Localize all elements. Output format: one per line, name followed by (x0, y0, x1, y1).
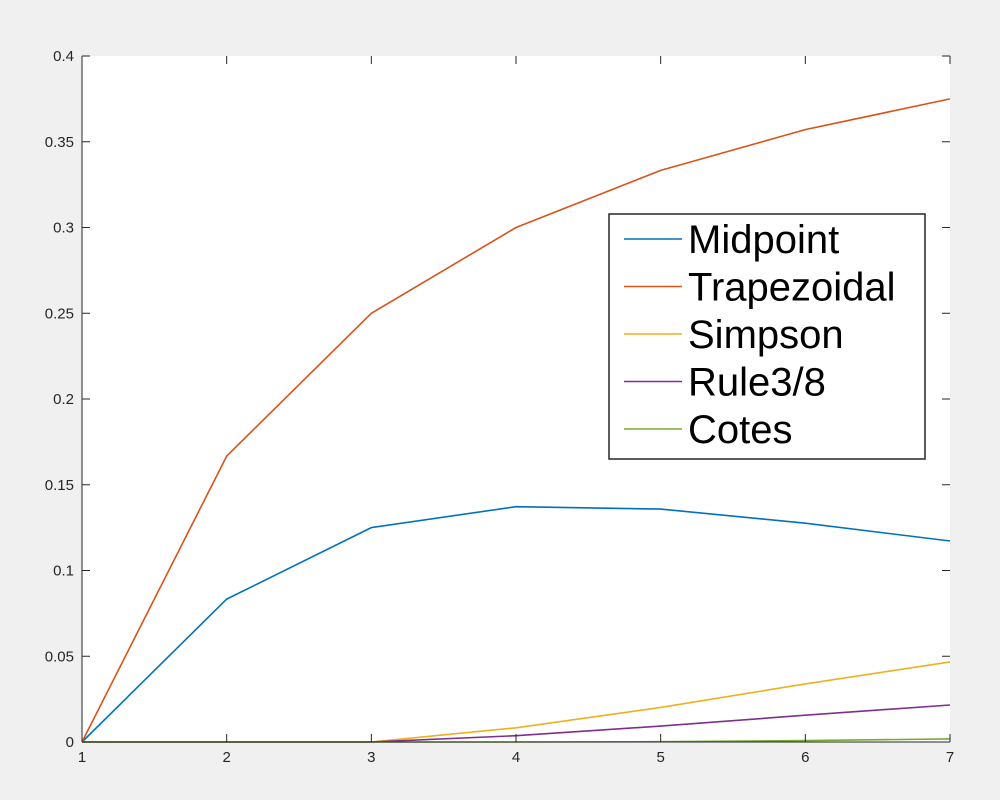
x-tick-label: 3 (367, 749, 375, 766)
x-tick-label: 1 (78, 749, 86, 766)
y-tick-label: 0.2 (53, 391, 74, 408)
y-tick-label: 0.05 (45, 648, 74, 665)
y-tick-label: 0 (66, 734, 74, 751)
legend-label: Midpoint (688, 218, 839, 262)
y-tick-label: 0.25 (45, 305, 74, 322)
series-line-midpoint (81, 505, 951, 743)
y-tick-label: 0.4 (53, 48, 74, 65)
ticks: 1 2 3 4 5 6 7 0 0.05 0.1 0.15 0.2 0.25 0.3 0.35 0.4 (45, 48, 954, 766)
legend-label: Simpson (688, 313, 844, 357)
x-tick-label: 4 (512, 749, 520, 766)
x-tick-label: 7 (946, 749, 954, 766)
legend-box (608, 213, 926, 460)
y-tick-label: 0.35 (45, 134, 74, 151)
y-tick-label: 0.1 (53, 563, 74, 580)
x-tick-label: 2 (222, 749, 230, 766)
x-tick-label: 6 (801, 749, 809, 766)
y-tick-label: 0.3 (53, 220, 74, 237)
legend-label: Trapezoidal (688, 266, 896, 310)
legend-label: Cotes (688, 408, 793, 452)
legend-label: Rule3/8 (688, 361, 826, 405)
y-tick-label: 0.15 (45, 477, 74, 494)
series-line-trapezoidal (81, 98, 951, 743)
x-tick-label: 5 (656, 749, 664, 766)
